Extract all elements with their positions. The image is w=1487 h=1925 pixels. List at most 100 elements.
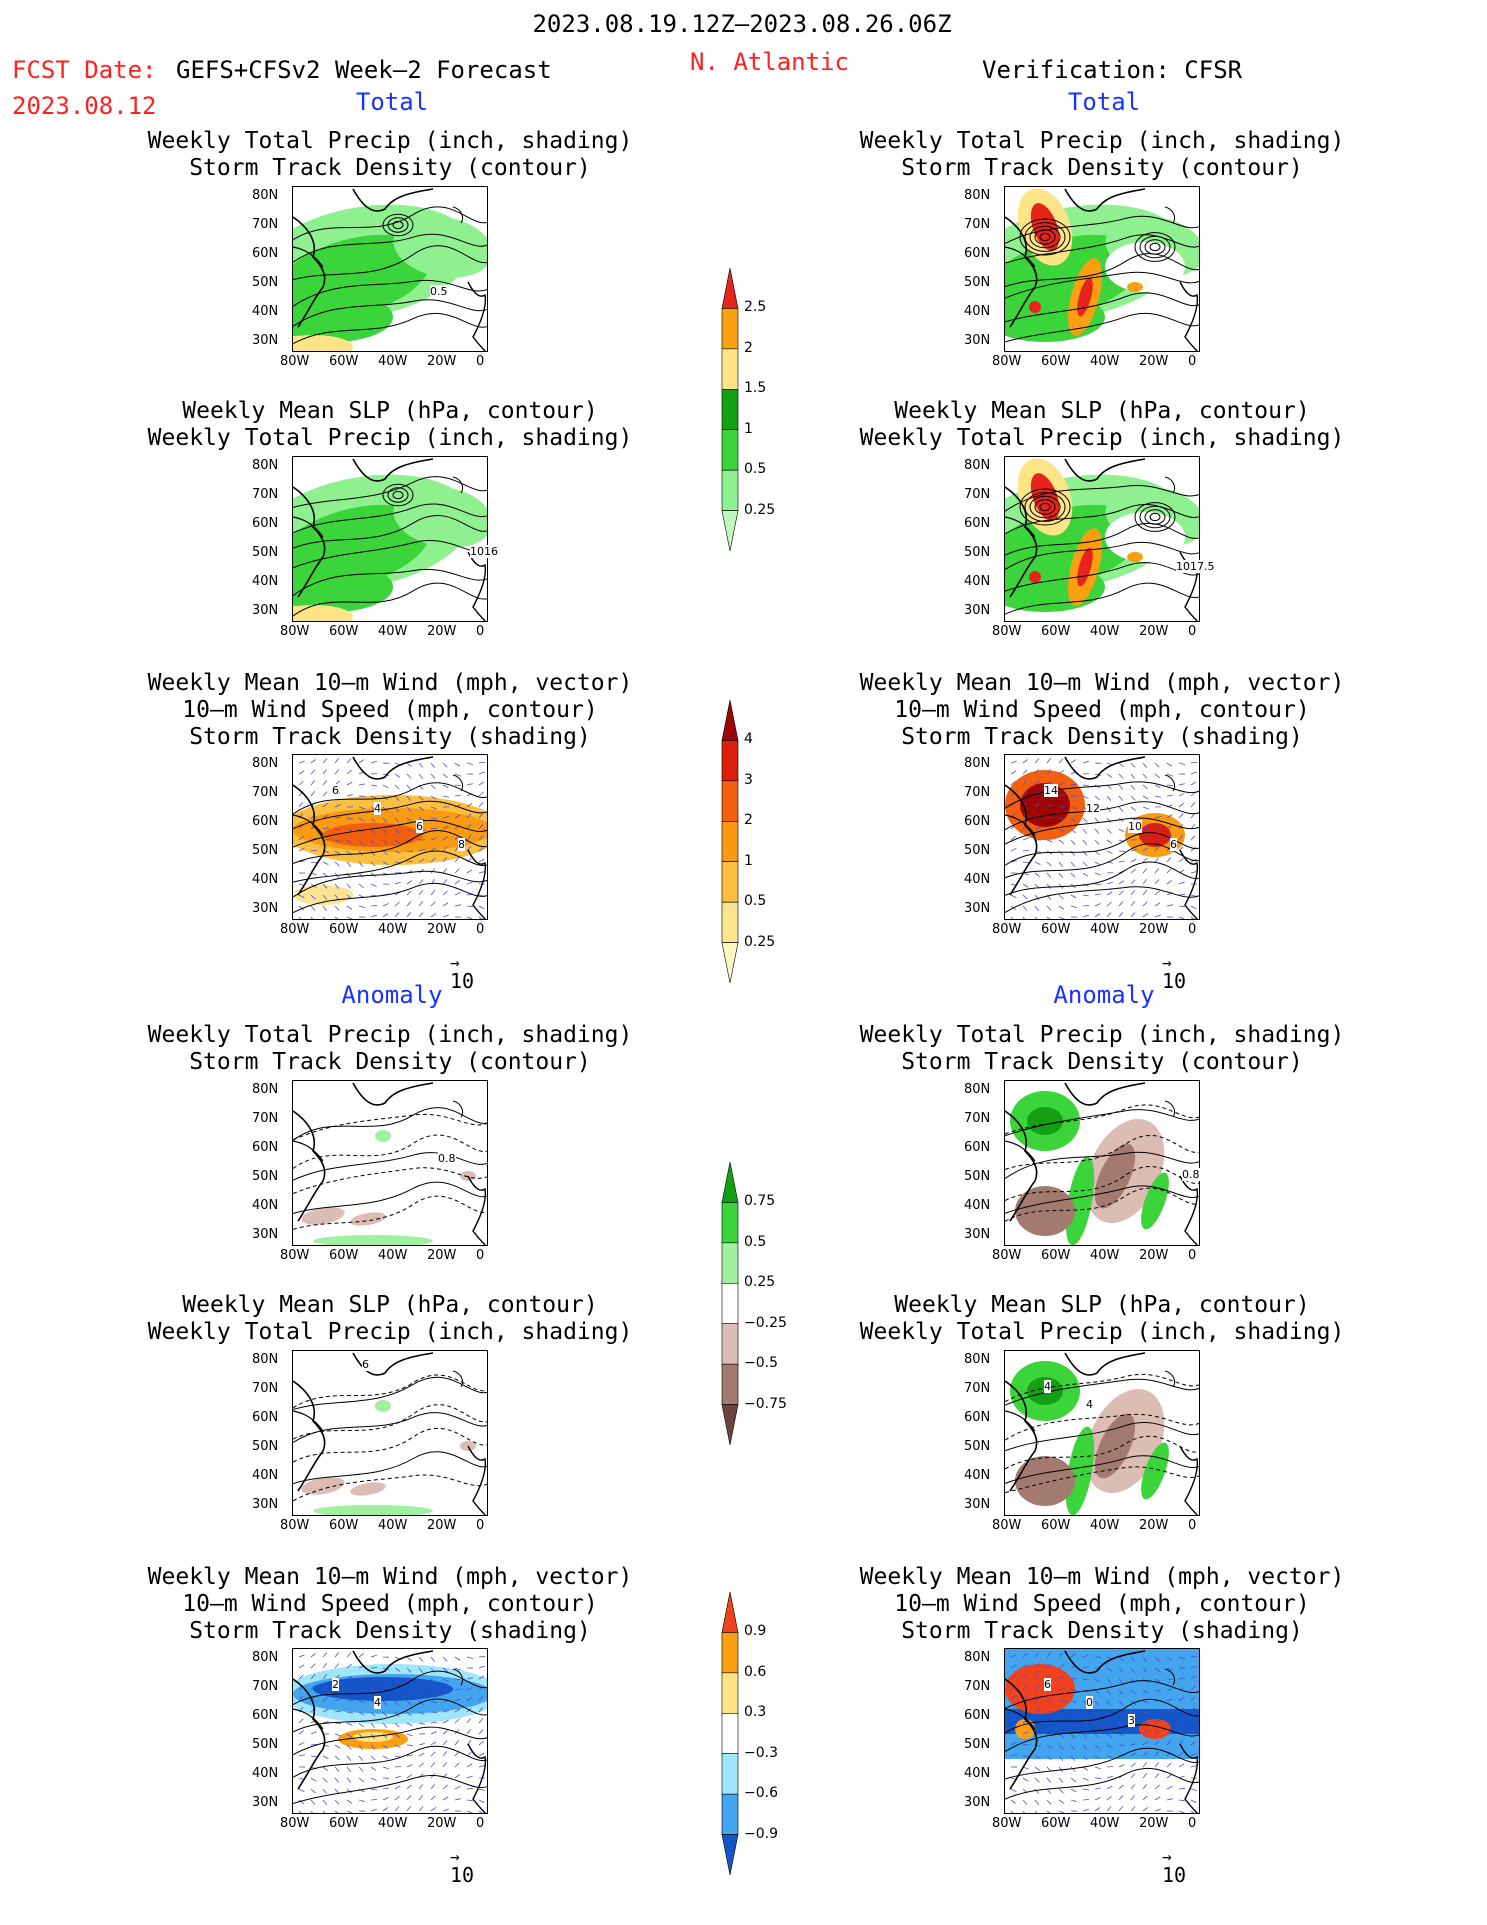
lon-tick-label: 20W: [1139, 1248, 1169, 1263]
verif-total-precip-title: Weekly Total Precip (inch, shading) Storm…: [860, 128, 1345, 182]
verif-total-wind-graphic: [1005, 755, 1199, 919]
colorbar-label: −0.25: [744, 1314, 787, 1331]
lon-tick-label: 80W: [280, 1816, 310, 1831]
lat-tick-label: 30N: [252, 901, 279, 916]
lat-tick-label: 70N: [252, 217, 279, 232]
colorbar-label: 0.9: [744, 1623, 767, 1640]
fcst-total-slp-map: [292, 456, 488, 622]
title-line: Weekly Mean 10—m Wind (mph, vector): [147, 670, 633, 696]
title-line: 10—m Wind Speed (mph, contour): [894, 697, 1310, 723]
lat-tick-label: 50N: [252, 1169, 279, 1184]
lon-tick-label: 80W: [992, 354, 1022, 369]
colorbar-segment: [721, 1672, 739, 1714]
fcst-total-precip-map: [292, 186, 488, 352]
colorbar-segment: [721, 1162, 739, 1203]
fcst-anom-slp-title: Weekly Mean SLP (hPa, contour) Weekly Tot…: [148, 1292, 633, 1346]
lon-tick-label: 0: [1188, 624, 1197, 639]
title-line: Weekly Mean SLP (hPa, contour): [182, 1292, 598, 1318]
lat-tick-label: 50N: [964, 545, 991, 560]
valid-period: 2023.08.19.12Z—2023.08.26.06Z: [532, 10, 952, 38]
contour-label: 4: [1086, 1398, 1093, 1411]
contour-label: 6: [332, 784, 339, 797]
lon-tick-label: 40W: [378, 1816, 408, 1831]
colorbar-label: 2.5: [744, 299, 767, 316]
lon-tick-label: 80W: [280, 354, 310, 369]
title-line: Weekly Mean 10—m Wind (mph, vector): [859, 1564, 1345, 1590]
title-line: Storm Track Density (shading): [189, 1618, 591, 1644]
lon-tick-label: 60W: [1041, 354, 1071, 369]
lat-tick-label: 50N: [252, 843, 279, 858]
lat-tick-label: 50N: [252, 1439, 279, 1454]
verif-anom-wind-title: Weekly Mean 10—m Wind (mph, vector) 10—m …: [860, 1564, 1345, 1645]
colorbar-segment: [721, 510, 739, 551]
title-line: Storm Track Density (shading): [901, 1618, 1303, 1644]
colorbar-segment: [721, 780, 739, 822]
lat-tick-label: 80N: [252, 1650, 279, 1665]
lat-tick-label: 60N: [252, 1140, 279, 1155]
lon-tick-label: 20W: [1139, 354, 1169, 369]
lat-tick-label: 30N: [964, 603, 991, 618]
lat-tick-label: 60N: [252, 1708, 279, 1723]
colorbar-segment: [721, 861, 739, 903]
lat-tick-label: 30N: [252, 1795, 279, 1810]
fcst-date-value: 2023.08.12: [12, 92, 157, 120]
lon-tick-label: 0: [476, 922, 485, 937]
colorbar-segment: [721, 1404, 739, 1445]
vector-scale: → 10: [1162, 1847, 1187, 1888]
vector-scale: → 10: [450, 1847, 475, 1888]
lat-tick-label: 50N: [252, 545, 279, 560]
colorbar-segment: [721, 1592, 739, 1633]
colorbar-label: −0.5: [744, 1355, 778, 1372]
verif-anom-slp-map: [1004, 1350, 1200, 1516]
lon-tick-label: 80W: [992, 624, 1022, 639]
lat-tick-label: 70N: [252, 1111, 279, 1126]
colorbar-segment: [721, 942, 739, 983]
colorbar-segment: [721, 388, 739, 431]
title-line: Weekly Total Precip (inch, shading): [859, 425, 1345, 451]
vector-scale-label: 10: [450, 969, 475, 993]
lat-tick-label: 80N: [964, 458, 991, 473]
colorbar-label: 1: [744, 420, 753, 437]
lon-tick-label: 20W: [427, 624, 457, 639]
contour-label: 1016: [470, 545, 498, 558]
title-line: Weekly Total Precip (inch, shading): [859, 1022, 1345, 1048]
lon-tick-label: 60W: [329, 1518, 359, 1533]
title-line: Storm Track Density (contour): [189, 155, 591, 181]
colorbar-segment: [721, 348, 739, 390]
colorbar-segment: [721, 1242, 739, 1284]
title-line: Storm Track Density (shading): [901, 724, 1303, 750]
contour-label: 0.5: [430, 285, 448, 298]
lon-tick-label: 40W: [378, 1248, 408, 1263]
title-line: Weekly Total Precip (inch, shading): [859, 1319, 1345, 1345]
lat-tick-label: 60N: [964, 814, 991, 829]
lon-tick-label: 40W: [378, 354, 408, 369]
lat-tick-label: 80N: [252, 1352, 279, 1367]
title-line: Weekly Total Precip (inch, shading): [147, 1319, 633, 1345]
lon-tick-label: 0: [476, 1518, 485, 1533]
lat-tick-label: 70N: [252, 1679, 279, 1694]
fcst-total-wind-graphic: [293, 755, 487, 919]
colorbar-label: 0.25: [744, 501, 776, 518]
lat-tick-label: 40N: [252, 1198, 279, 1213]
fcst-date-label: FCST Date:: [12, 56, 157, 84]
lon-tick-label: 60W: [329, 922, 359, 937]
lat-tick-label: 30N: [252, 603, 279, 618]
lon-tick-label: 0: [1188, 1248, 1197, 1263]
lat-tick-label: 30N: [964, 901, 991, 916]
lon-tick-label: 60W: [1041, 1248, 1071, 1263]
verif-anom-slp-graphic: [1005, 1351, 1199, 1515]
title-line: Weekly Total Precip (inch, shading): [147, 128, 633, 154]
lon-tick-label: 80W: [992, 1816, 1022, 1831]
lon-tick-label: 80W: [992, 1518, 1022, 1533]
lat-tick-label: 30N: [252, 333, 279, 348]
contour-label: 12: [1086, 802, 1100, 815]
lat-tick-label: 80N: [964, 1082, 991, 1097]
fcst-total-slp-graphic: [293, 457, 487, 621]
title-line: Weekly Mean 10—m Wind (mph, vector): [147, 1564, 633, 1590]
colorbar-segment: [721, 308, 739, 350]
contour-label: 4: [374, 1696, 381, 1709]
precip_total-colorbar: [721, 268, 739, 551]
lat-tick-label: 50N: [964, 1169, 991, 1184]
lat-tick-label: 70N: [252, 1381, 279, 1396]
section-total-right: Total: [1067, 88, 1141, 116]
